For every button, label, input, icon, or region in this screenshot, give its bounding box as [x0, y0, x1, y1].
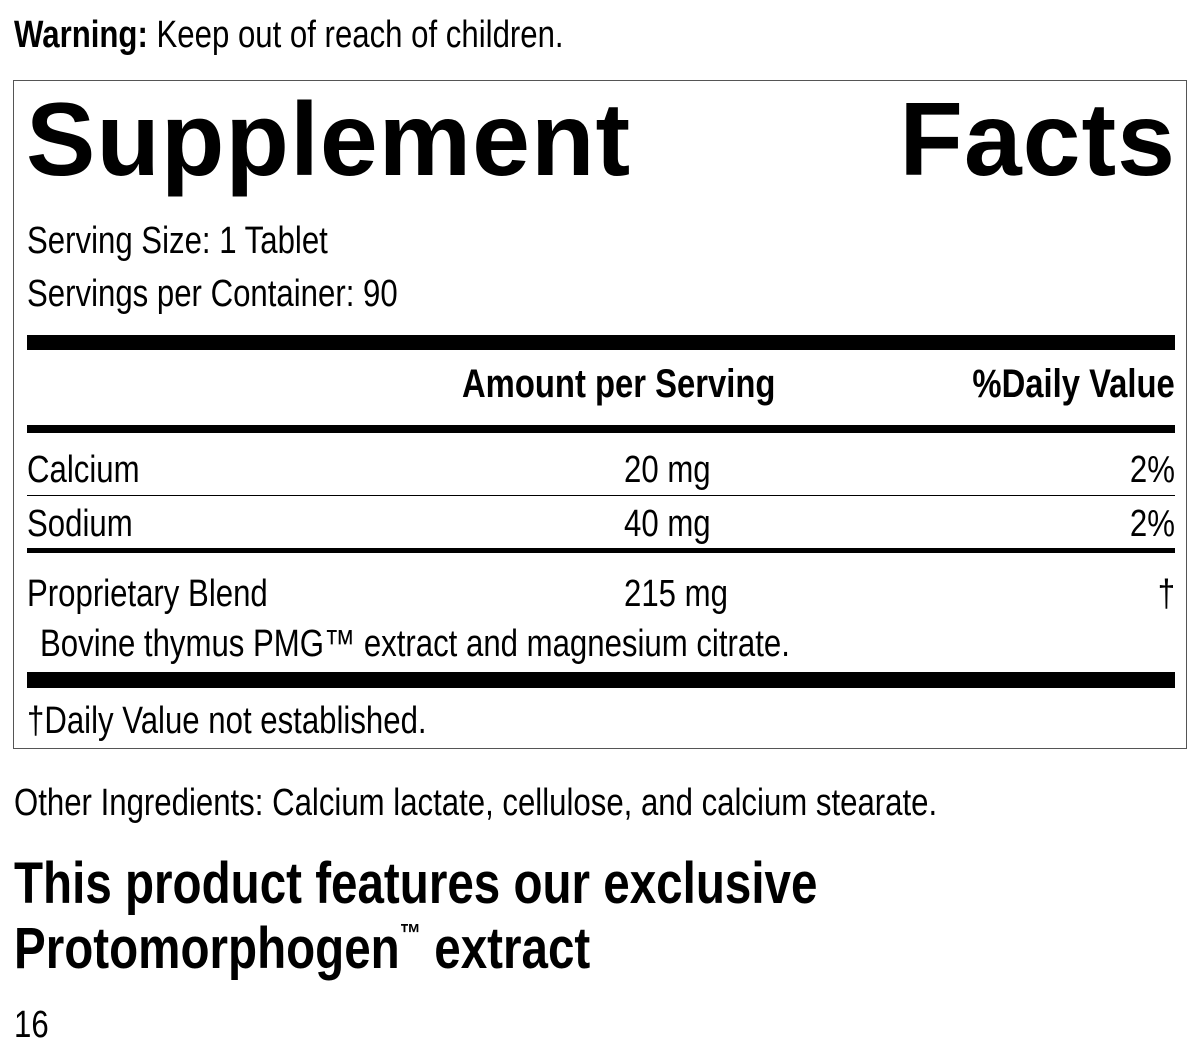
row-dv: 2%	[1129, 503, 1175, 545]
servings-per-container: Servings per Container: 90	[27, 273, 398, 315]
facts-title-right: Facts	[899, 82, 1176, 198]
divider-thick	[27, 335, 1175, 350]
warning: Warning: Keep out of reach of children.	[14, 16, 564, 54]
other-ingredients: Other Ingredients: Calcium lactate, cell…	[14, 782, 938, 824]
divider-medium	[27, 425, 1175, 433]
header-daily-value: %Daily Value	[972, 362, 1175, 406]
warning-text: Keep out of reach of children.	[156, 14, 564, 56]
row-detail: Bovine thymus PMG™ extract and magnesium…	[40, 623, 790, 665]
row-dv: †	[1157, 573, 1175, 615]
feature-line-2: Protomorphogen™ extract	[14, 920, 590, 978]
warning-label: Warning:	[14, 14, 148, 56]
row-name: Sodium	[27, 503, 133, 545]
facts-title-left: Supplement	[26, 82, 632, 198]
supplement-facts-panel	[13, 80, 1187, 749]
trademark: ™	[399, 918, 422, 948]
serving-size: Serving Size: 1 Tablet	[27, 220, 328, 262]
row-name: Proprietary Blend	[27, 573, 268, 615]
page-number: 16	[14, 1004, 49, 1046]
header-amount: Amount per Serving	[462, 362, 776, 406]
divider-medium	[27, 548, 1175, 553]
divider-thin	[27, 495, 1175, 496]
divider-thick	[27, 672, 1175, 688]
row-amount: 20 mg	[624, 449, 711, 491]
row-dv: 2%	[1129, 449, 1175, 491]
row-name: Calcium	[27, 449, 140, 491]
feature-end: extract	[421, 916, 591, 981]
feature-product: Protomorphogen	[14, 916, 400, 981]
row-amount: 40 mg	[624, 503, 711, 545]
row-amount: 215 mg	[624, 573, 728, 615]
feature-line-1: This product features our exclusive	[14, 851, 818, 916]
footnote: †Daily Value not established.	[27, 700, 427, 742]
